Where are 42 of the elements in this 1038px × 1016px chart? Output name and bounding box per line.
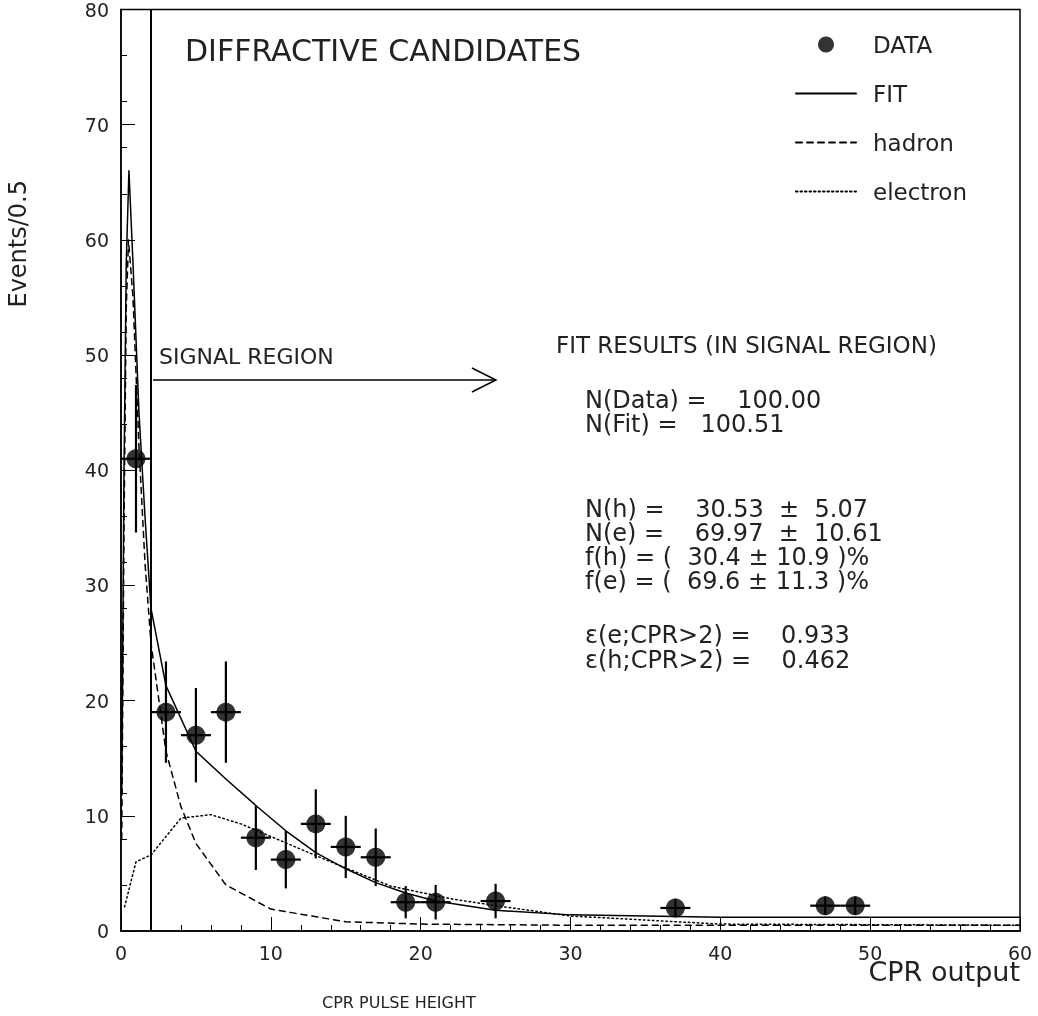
text: DIFFRACTIVE CANDIDATES: [185, 32, 582, 68]
point: [156, 702, 176, 722]
point: [815, 896, 835, 916]
point: [486, 891, 506, 911]
y-tick-label: 20: [84, 689, 109, 712]
y-tick-label: 70: [84, 113, 109, 136]
x-tick-label: 30: [558, 941, 583, 964]
point: [306, 814, 326, 834]
point: [216, 702, 236, 722]
y-tick-label: 30: [84, 574, 109, 597]
x-tick-label: 10: [258, 941, 283, 964]
legend-label: hadron: [873, 129, 954, 156]
x-tick-label: 0: [114, 941, 128, 964]
y-tick-label: 40: [84, 459, 109, 482]
y-tick-label: 60: [84, 228, 109, 251]
annotation: ε(h;CPR>2) = 0.462: [585, 646, 851, 674]
point: [396, 892, 416, 912]
legend-label: electron: [873, 178, 967, 205]
legend-label: FIT: [873, 80, 909, 107]
y-tick-label: 10: [84, 804, 109, 827]
point: [276, 850, 296, 870]
point: [845, 896, 865, 916]
annotation: N(Data) = 100.00: [585, 386, 822, 414]
y-tick-label: 50: [84, 344, 109, 367]
text: CPR PULSE HEIGHT: [322, 992, 476, 1012]
annotation: ε(e;CPR>2) = 0.933: [585, 621, 850, 649]
point: [246, 828, 266, 848]
x-tick-label: 40: [708, 941, 733, 964]
point: [336, 837, 356, 857]
ref-line-label: SIGNAL REGION: [158, 343, 334, 369]
legend-label: DATA: [873, 31, 933, 58]
point: [186, 725, 206, 745]
point: [665, 898, 685, 918]
y-axis-title: Events/0.5: [4, 180, 32, 308]
x-tick-label: 20: [408, 941, 433, 964]
point: [126, 449, 146, 469]
annotation: FIT RESULTS (IN SIGNAL REGION): [556, 331, 937, 358]
annotation: N(h) = 30.53 ± 5.07: [585, 495, 868, 523]
point: [426, 892, 446, 912]
y-tick-label: 0: [96, 920, 109, 942]
point: [366, 847, 386, 867]
y-tick-label: 80: [84, 0, 109, 21]
